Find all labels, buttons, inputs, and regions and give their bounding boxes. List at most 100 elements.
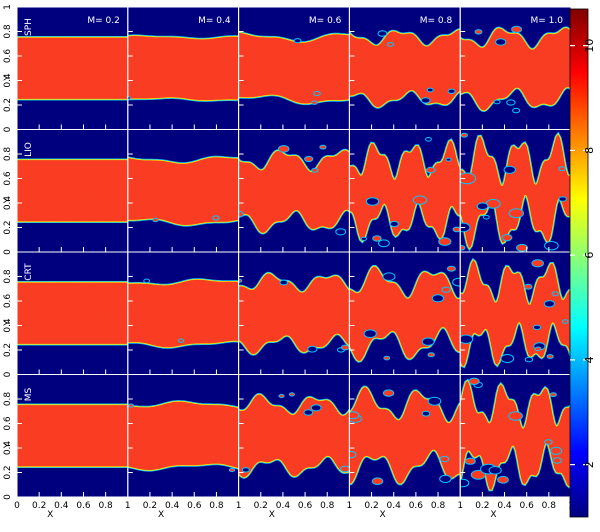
panel-sph-m3: [349, 7, 461, 130]
x-tick-label: 0: [14, 501, 20, 511]
vortex-blob: [303, 409, 314, 416]
x-tick-label: 0.6: [187, 501, 202, 511]
y-tick-label: 0.2: [3, 343, 13, 357]
panel-labels: M= 0.2 M= 0.4 M= 0.6 M= 0.8 M= 1.0 SPH LIO CRT M…: [24, 16, 563, 401]
vortex-blob: [349, 411, 360, 420]
vortex-blob: [340, 465, 350, 473]
y-tick-label: 0.2: [3, 465, 13, 479]
vortex-blob: [482, 214, 490, 220]
vortex-blob: [241, 467, 250, 473]
panel-sph-m0: [17, 7, 128, 130]
vortex-blob: [460, 245, 466, 251]
vortex-blob: [427, 396, 442, 406]
vortex-blob: [558, 166, 566, 172]
vortex-blob: [474, 29, 483, 35]
vortex-blob: [508, 208, 524, 219]
colorbar-tick-label: 8: [583, 147, 596, 154]
panel-ms-m0: [17, 374, 128, 497]
y-tick-label: 0: [3, 126, 13, 132]
colorbar-tick-label: 10: [583, 39, 596, 53]
vortex-blob: [460, 334, 474, 344]
y-tick-label: 0: [3, 371, 13, 377]
vortex-blob: [421, 337, 435, 346]
x-tick-label: 0.8: [431, 501, 446, 511]
panel-lio-m2: [238, 129, 350, 252]
y-tick-label: 0.2: [3, 98, 13, 112]
y-axis-ticks: 0 0.2 0.4 0.6 0.8 1 Y 0 0.2 0.4 0.6 0.8 Y 0 0.2 0.4 0.6 0…: [3, 4, 13, 500]
vortex-blob: [319, 144, 327, 150]
panel-ms-m2: [238, 374, 350, 497]
vortex-blob: [552, 457, 562, 464]
vortex-blob: [497, 475, 509, 484]
code-label-crt: CRT: [24, 263, 34, 281]
x-tick-label: 0.4: [54, 501, 69, 511]
vortex-blob: [523, 283, 533, 290]
y-tick-label: 0.8: [3, 147, 13, 162]
x-tick-label: 1: [347, 501, 353, 511]
vortex-blob: [143, 278, 151, 284]
vortex-blob: [311, 167, 319, 173]
x-axis-label: X: [380, 510, 386, 520]
vortex-blob: [464, 457, 476, 465]
y-tick-label: 0.4: [3, 441, 13, 456]
colorbar-tick-label: 6: [583, 252, 596, 259]
vortex-blob: [307, 345, 318, 353]
vortex-blob: [445, 157, 452, 162]
vortex-blob: [152, 217, 159, 223]
vortex-blob: [500, 354, 515, 363]
vortex-blob: [383, 355, 391, 361]
vortex-blob: [534, 346, 542, 352]
vortex-blob: [544, 439, 553, 445]
mach-label-0: M= 0.2: [87, 16, 119, 26]
vortex-blob: [460, 132, 468, 138]
x-tick-label: 0.2: [32, 501, 46, 511]
vortex-blob: [412, 195, 428, 205]
vortex-blob: [363, 329, 377, 339]
y-tick-label: 0.4: [3, 73, 13, 88]
vortex-blob: [279, 279, 289, 286]
vortex-blob: [372, 235, 382, 242]
x-tick-label: 1: [236, 501, 242, 511]
vortex-blob: [562, 319, 569, 324]
vortex-blob: [551, 291, 559, 297]
vortex-blob: [421, 410, 431, 417]
vortex-blob: [335, 228, 347, 236]
mach-label-1: M= 0.4: [198, 16, 231, 26]
panel-crt-m0: [17, 252, 128, 375]
vortex-blob: [311, 100, 318, 105]
vortex-blob: [452, 226, 461, 233]
vortex-blob: [389, 220, 399, 228]
x-tick-label: 0.6: [298, 501, 313, 511]
x-tick-label: 0.4: [497, 501, 512, 511]
vortex-blob: [427, 352, 435, 358]
vortex-blob: [288, 392, 295, 397]
vortex-blob: [313, 90, 321, 97]
vortex-blob: [382, 389, 395, 397]
x-tick-label: 1: [125, 501, 131, 511]
x-tick-label: 0.6: [76, 501, 91, 511]
x-tick-label: 0.6: [520, 501, 535, 511]
code-label-ms: MS: [24, 387, 34, 401]
vortex-blob: [377, 30, 388, 37]
x-tick-label: 0.2: [364, 501, 378, 511]
vortex-blob: [543, 300, 556, 308]
vortex-blob: [446, 265, 456, 272]
vortex-blob: [365, 197, 380, 206]
vortex-blob: [425, 137, 432, 142]
panel-lio-m4: [460, 129, 572, 252]
vortex-blob: [441, 286, 451, 293]
panel-ms-m4: [460, 374, 572, 497]
y-tick-label: 0.8: [3, 269, 13, 284]
x-tick-label: 0.2: [254, 501, 268, 511]
vortex-blob: [512, 107, 521, 114]
vortex-blob: [371, 477, 384, 486]
colorbar-tick-label: 4: [583, 356, 596, 363]
vortex-blob: [501, 234, 513, 242]
y-tick-label: 0.8: [3, 24, 13, 39]
x-tick-label: 0.6: [409, 501, 424, 511]
vortex-blob: [531, 259, 545, 268]
y-tick-label: 0: [3, 249, 13, 255]
vortex-blob: [439, 474, 452, 483]
x-axis-ticks: 0 0.2 0.4 0.6 0.8 1X0.2 0.4 0.6 0.8 1X0.2 0.4 0.6 0.…: [14, 501, 574, 520]
panel-crt-m4: [460, 252, 572, 375]
